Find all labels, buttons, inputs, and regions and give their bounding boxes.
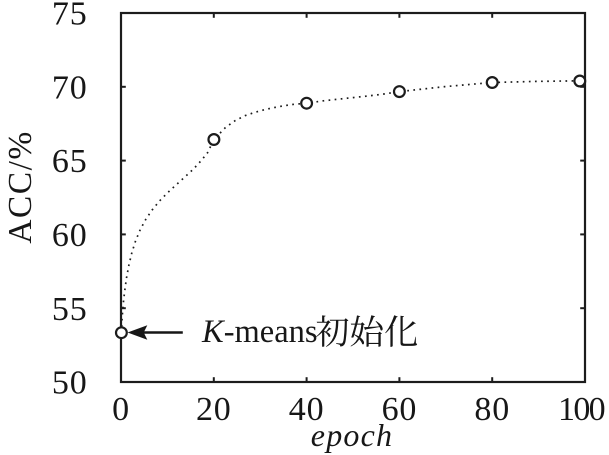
svg-text:100: 100 <box>558 391 605 428</box>
svg-text:20: 20 <box>196 391 232 428</box>
svg-text:epoch: epoch <box>311 417 393 453</box>
svg-text:0: 0 <box>112 391 130 428</box>
svg-text:65: 65 <box>52 143 88 180</box>
svg-text:40: 40 <box>289 391 325 428</box>
svg-text:80: 80 <box>474 391 510 428</box>
svg-text:75: 75 <box>52 0 88 33</box>
svg-text:60: 60 <box>382 391 418 428</box>
svg-text:50: 50 <box>52 365 88 402</box>
svg-text:70: 70 <box>52 69 88 106</box>
svg-text:K-means: K-means <box>201 314 318 350</box>
svg-text:60: 60 <box>52 217 88 254</box>
svg-text:ACC/%: ACC/% <box>2 130 39 244</box>
svg-text:55: 55 <box>52 291 88 328</box>
